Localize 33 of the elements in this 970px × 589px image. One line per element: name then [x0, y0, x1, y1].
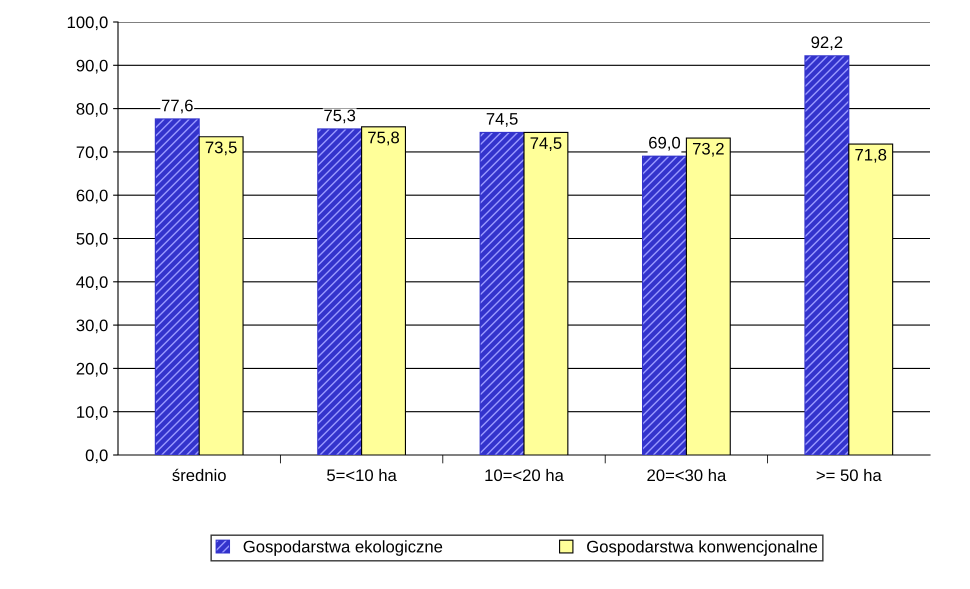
legend-label: Gospodarstwa ekologiczne	[244, 540, 442, 556]
data-label: 74,5	[486, 113, 518, 127]
y-tick-label: 40,0	[76, 276, 108, 290]
legend-label: Gospodarstwa konwencjonalne	[587, 540, 818, 556]
x-tick-label: 5=<10 ha	[327, 468, 397, 482]
x-tick-label: 10=<20 ha	[485, 468, 564, 482]
bar	[804, 55, 850, 455]
x-tick-label: >= 50 ha	[816, 468, 882, 482]
data-label: 75,8	[368, 132, 400, 146]
x-tick-label: średnio	[172, 468, 226, 482]
y-tick-label: 70,0	[76, 146, 108, 160]
bar	[317, 128, 362, 455]
data-label: 74,5	[530, 137, 562, 151]
data-label: 73,2	[692, 142, 724, 157]
x-tick-label: 20=<30 ha	[647, 468, 726, 482]
data-label: 77,6	[162, 100, 193, 114]
y-tick-label: 50,0	[76, 232, 108, 247]
y-tick-label: 10,0	[77, 406, 108, 420]
y-tick-label: 60,0	[76, 190, 108, 204]
y-tick-label: 30,0	[76, 320, 108, 334]
y-tick-label: 20,0	[76, 362, 108, 377]
y-tick-label: 0,0	[86, 449, 108, 464]
bar	[480, 132, 525, 455]
data-label: 69,0	[649, 136, 680, 151]
bar	[154, 118, 200, 455]
data-label: 75,3	[324, 110, 356, 124]
bar	[642, 156, 687, 455]
data-label: 92,2	[811, 36, 842, 50]
y-tick-label: 80,0	[76, 103, 108, 117]
data-label: 73,5	[206, 142, 237, 156]
y-tick-label: 100,0	[68, 16, 108, 30]
y-tick-label: 90,0	[76, 60, 108, 74]
data-label: 71,8	[855, 148, 886, 163]
